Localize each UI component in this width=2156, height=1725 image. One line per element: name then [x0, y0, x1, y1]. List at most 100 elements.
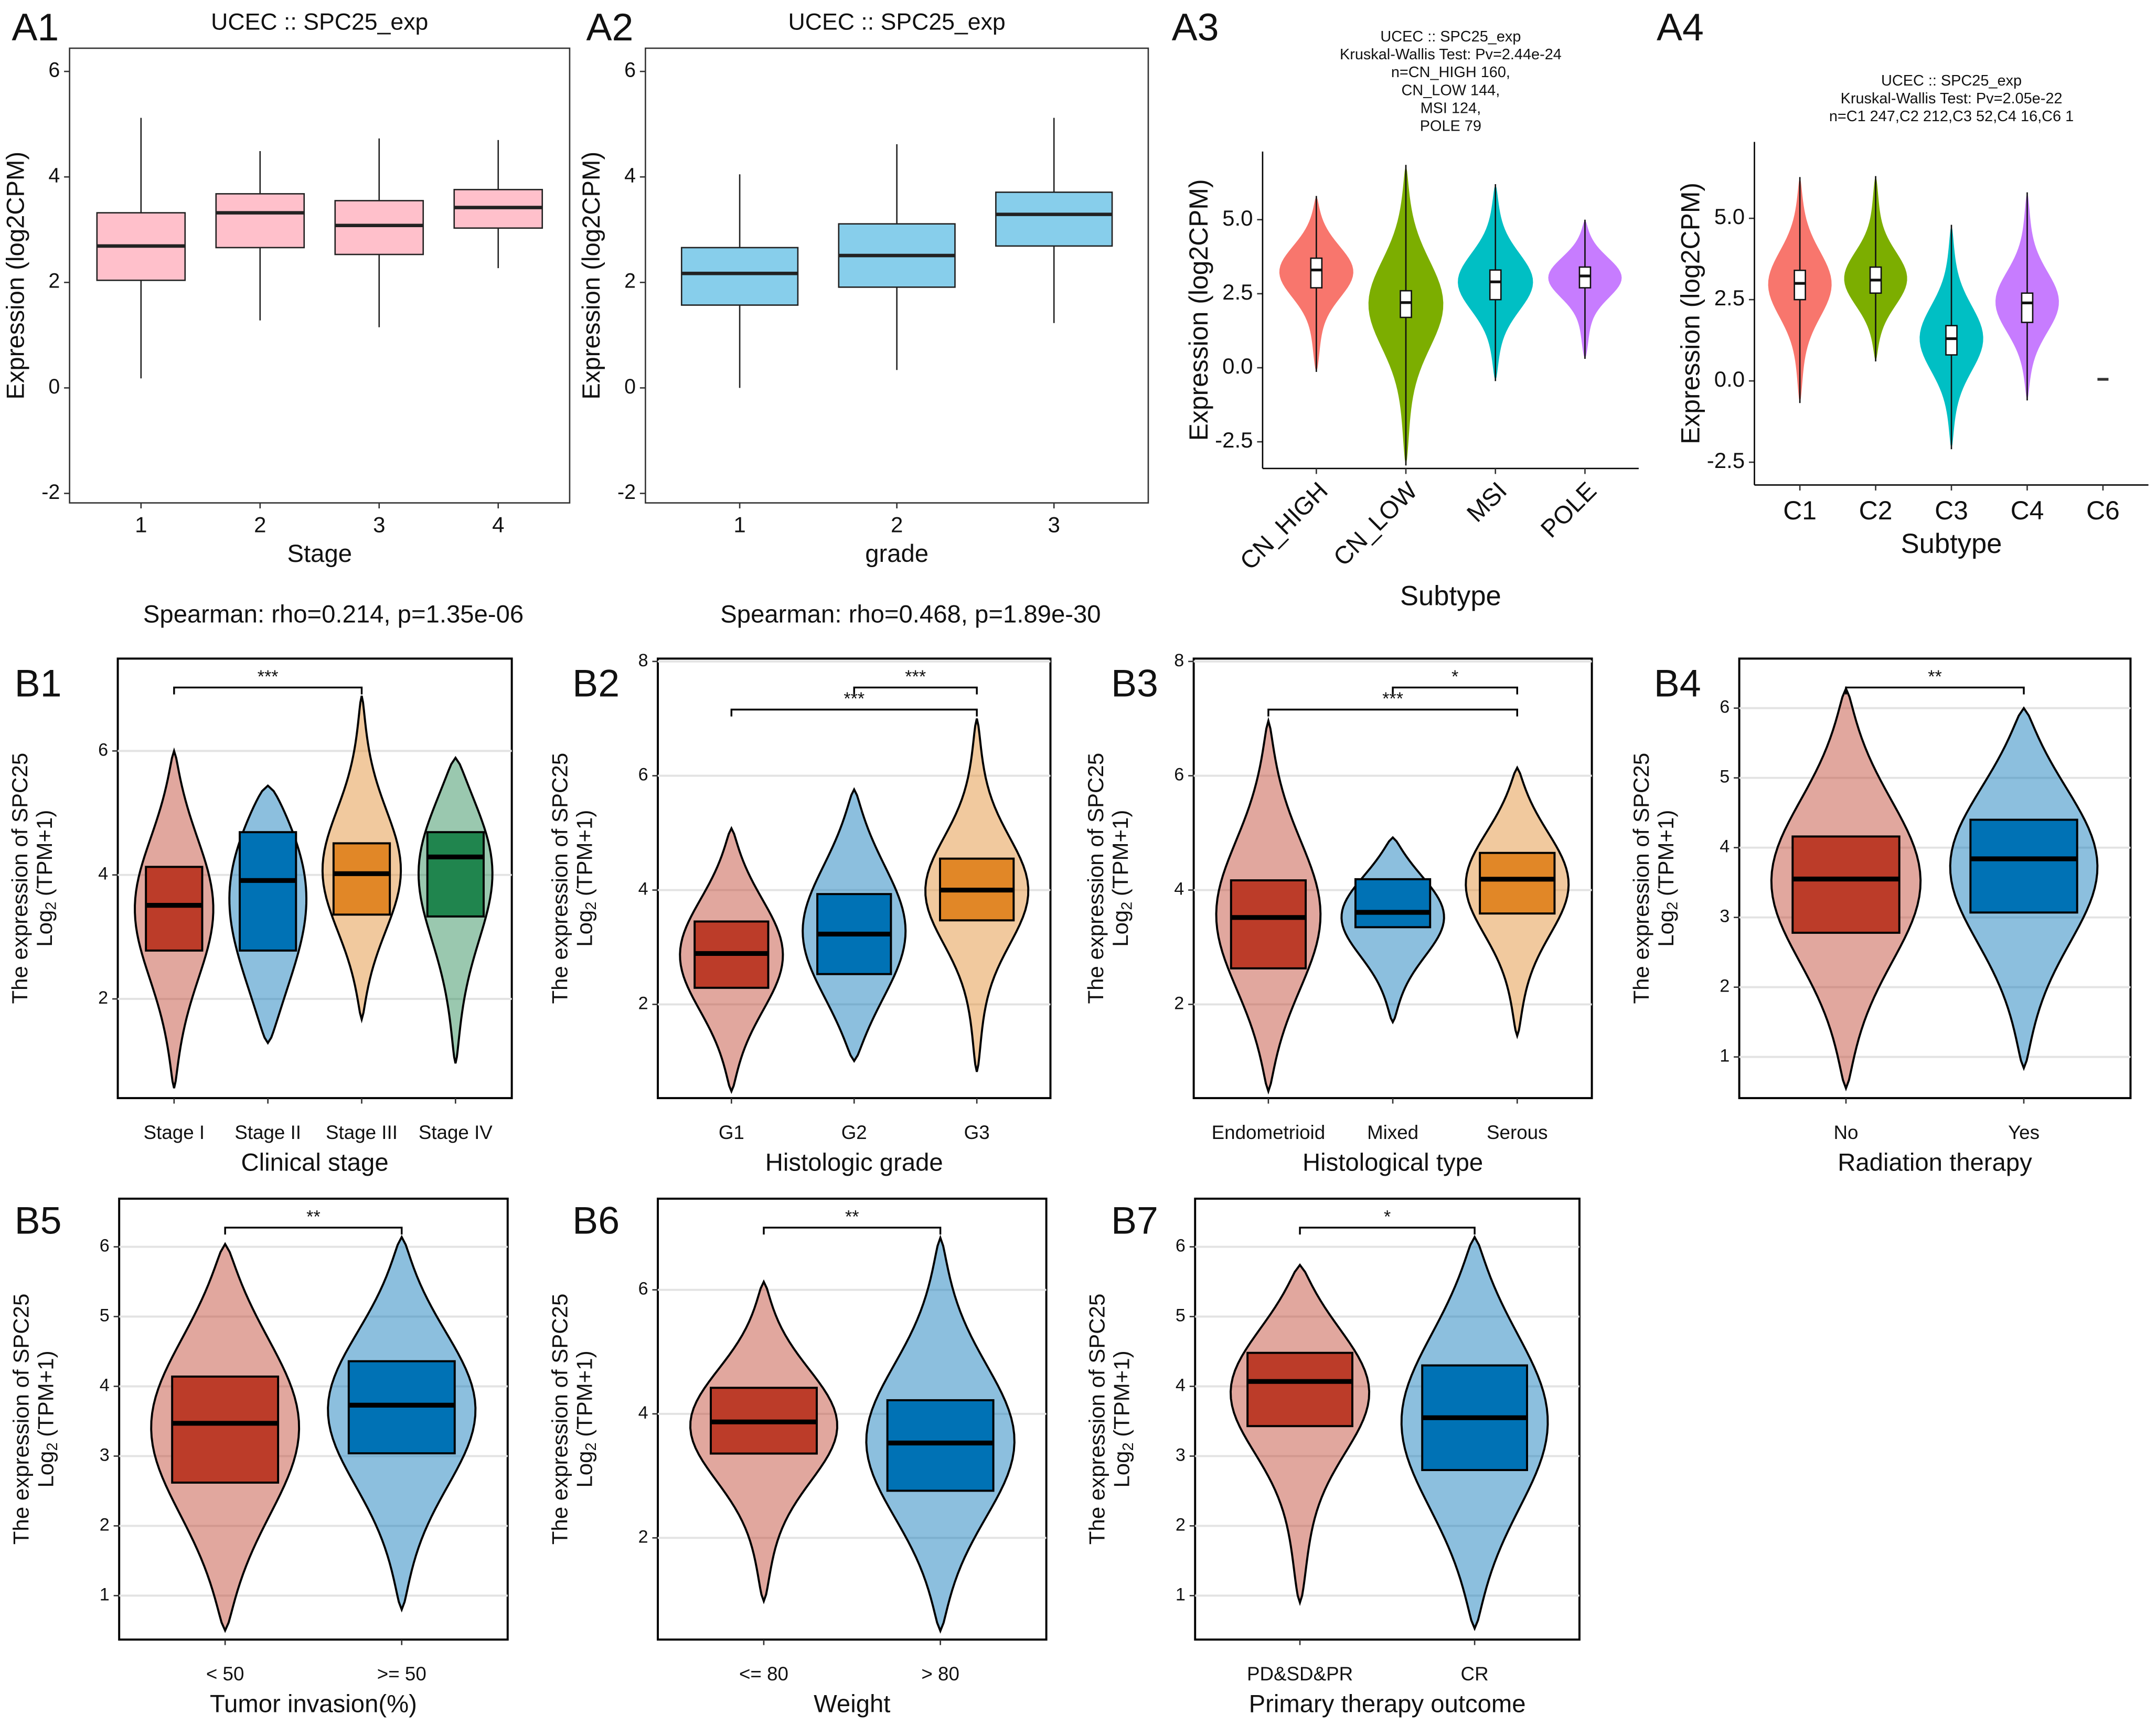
x-tick-label: Stage IV [419, 1122, 493, 1143]
y-tick-label: 3 [1176, 1445, 1186, 1465]
x-tick-label: CR [1461, 1663, 1489, 1685]
y-tick-label: 6 [1176, 1236, 1186, 1256]
box [1479, 851, 1556, 915]
y-axis-title-part: 2 [1120, 1442, 1137, 1451]
y-tick-label: 5 [1720, 767, 1730, 787]
box [886, 1399, 995, 1492]
y-tick-label: 2 [48, 270, 60, 293]
y-tick-label: 1 [1176, 1584, 1186, 1604]
box [1945, 325, 1958, 356]
x-axis-title: Subtype [1400, 581, 1501, 612]
significance-bracket [853, 686, 978, 695]
box [1354, 878, 1432, 929]
y-tick-label: -2 [617, 481, 636, 504]
y-tick-label: 2 [638, 1527, 648, 1547]
y-axis-title: The expression of SPC25 [7, 753, 32, 1004]
y-axis-title: The expression of SPC25 [547, 753, 572, 1004]
x-tick-label: Stage II [234, 1122, 301, 1143]
x-tick-label: C3 [1935, 496, 1968, 525]
y-tick-label: 6 [100, 1236, 110, 1256]
significance-label: *** [258, 667, 279, 687]
significance-label: ** [1928, 667, 1942, 687]
x-tick-label: C2 [1859, 496, 1893, 525]
y-axis-title-part: 2 [583, 902, 600, 910]
title-line: POLE 79 [1420, 118, 1481, 134]
y-tick-label: 0 [624, 375, 636, 398]
x-tick-label: > 80 [921, 1663, 959, 1685]
y-tick-label: 5 [1176, 1306, 1186, 1326]
x-tick-label: Stage III [326, 1122, 398, 1143]
y-tick-label: 4 [100, 1376, 110, 1396]
y-axis-title: The expression of SPC25 [547, 1294, 572, 1545]
x-tick-label: 4 [492, 512, 504, 537]
box [1246, 1351, 1353, 1428]
y-tick-label: 2 [1720, 976, 1730, 996]
y-tick-label: -2.5 [1215, 428, 1253, 452]
significance-bracket [730, 708, 978, 717]
y-axis-title: Log2 (TPM+1) [34, 1350, 61, 1487]
y-tick-label: 5.0 [1222, 206, 1253, 230]
annotation: Spearman: rho=0.214, p=1.35e-06 [143, 600, 524, 628]
y-tick-label: 6 [98, 740, 108, 760]
y-axis-title-part: Log [1653, 910, 1678, 947]
x-tick-label: No [1833, 1122, 1858, 1143]
y-tick-label: 2 [100, 1515, 110, 1535]
y-axis-title-part: 2 [583, 1442, 600, 1451]
panel-label: A1 [12, 5, 59, 49]
panel-label: B6 [572, 1198, 620, 1242]
y-axis-title: Log2 (TPM+1) [1108, 810, 1135, 947]
y-axis-title-part: Log [1109, 1451, 1134, 1487]
y-axis-title-part: Log [32, 910, 57, 947]
y-axis-title-part: Log [34, 1451, 58, 1487]
y-tick-label: 2 [1174, 993, 1184, 1013]
y-axis-title: Expression (log2CPM) [1675, 183, 1705, 444]
title-line: Kruskal-Wallis Test: Pv=2.44e-24 [1340, 46, 1562, 63]
significance-bracket [1267, 708, 1518, 717]
y-axis-title: Log2 (TPM+1) [1109, 1350, 1137, 1487]
box [426, 831, 485, 918]
y-axis-title-part: (TPM+1) [572, 810, 597, 897]
y-tick-label: 6 [1174, 765, 1184, 785]
y-axis-title: The expression of SPC25 [1083, 753, 1108, 1004]
y-axis-title: Expression (log2CPM) [1184, 179, 1213, 441]
box [1794, 270, 1806, 301]
x-tick-label: C6 [2086, 496, 2120, 525]
significance-bracket [1392, 686, 1518, 695]
panel-label: B5 [15, 1198, 62, 1242]
title-line: MSI 124, [1421, 100, 1481, 116]
y-tick-label: 1 [100, 1584, 110, 1604]
y-tick-label: 0 [48, 375, 60, 398]
box [171, 1375, 280, 1484]
x-axis-title: grade [865, 540, 928, 568]
box [1230, 879, 1307, 970]
significance-bracket [224, 1227, 403, 1235]
x-axis-title: Weight [814, 1690, 890, 1718]
panel-label: B1 [15, 661, 62, 705]
x-tick-label: PD&SD&PR [1247, 1663, 1353, 1685]
x-tick-label: C1 [1783, 496, 1817, 525]
x-tick-label: <= 80 [739, 1663, 788, 1685]
y-axis-title: Log2 (TPM+1) [572, 810, 600, 947]
y-axis-title-part: 2 [44, 1442, 61, 1451]
significance-bracket [1299, 1227, 1476, 1235]
panel-label: B3 [1111, 661, 1158, 705]
x-tick-label: 3 [1048, 512, 1060, 537]
y-axis-title-part: 2 [42, 902, 59, 910]
panel-label: B4 [1654, 661, 1701, 705]
y-axis-title-part: (TPM+1) [1653, 810, 1678, 897]
y-tick-label: 8 [638, 651, 648, 670]
panel-label: A2 [586, 5, 633, 49]
box [1791, 835, 1901, 934]
annotation: Spearman: rho=0.468, p=1.89e-30 [720, 600, 1101, 628]
y-axis-title-part: (TPM+1) [1108, 810, 1133, 897]
y-axis-title: The expression of SPC25 [1084, 1294, 1109, 1545]
y-tick-label: 4 [98, 864, 108, 884]
x-tick-label: C4 [2011, 496, 2044, 525]
y-axis-title-part: Log [572, 910, 597, 947]
y-axis-title-part: (TPM+1) [34, 1350, 58, 1437]
title-line: UCEC :: SPC25_exp [1881, 72, 2022, 89]
x-axis-title: Primary therapy outcome [1249, 1690, 1526, 1718]
x-tick-label: 3 [373, 512, 385, 537]
x-axis-title: Histologic grade [765, 1149, 943, 1177]
